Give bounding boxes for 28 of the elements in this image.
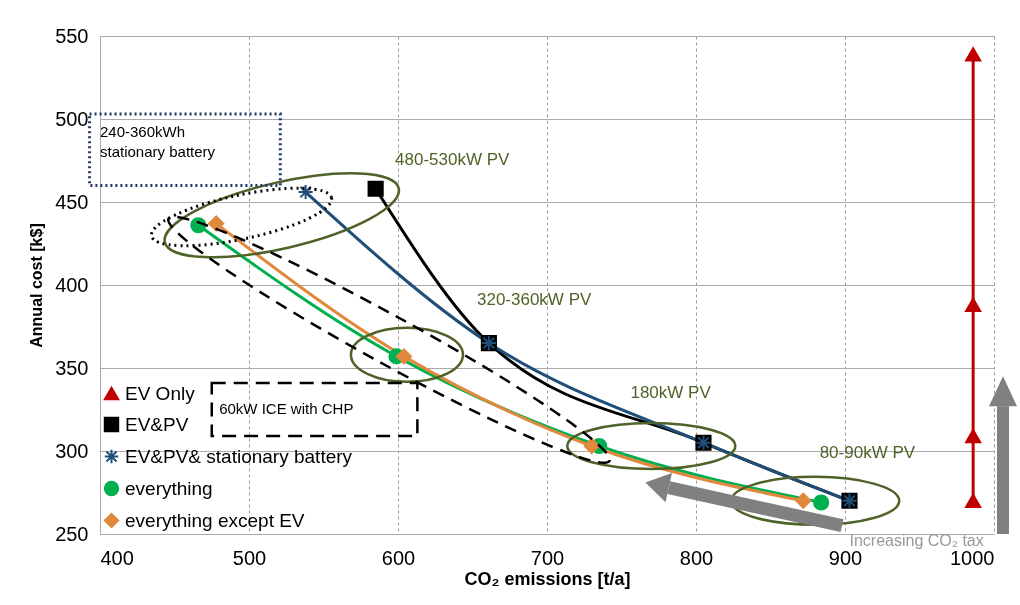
y-tick-label: 450	[55, 190, 89, 213]
annotation: 320-360kW PV	[476, 289, 592, 309]
legend-label: EV&PV& stationary battery	[125, 445, 353, 467]
annotation: 240-360kWh stationary battery	[100, 123, 216, 161]
x-tick-label: 1000	[950, 546, 995, 569]
legend-label: EV&PV	[125, 413, 189, 435]
y-tick-label: 300	[55, 439, 89, 462]
annotation: 60kW ICE with CHP	[219, 400, 354, 418]
x-tick-label: 600	[381, 546, 416, 569]
x-tick-label: 500	[232, 546, 267, 569]
x-tick-label: 800	[679, 546, 714, 569]
legend-label: EV Only	[125, 382, 196, 404]
annotation: 480-530kW PV	[395, 150, 511, 170]
y-tick-label: 350	[55, 356, 89, 379]
annotation: 180kW PV	[630, 382, 712, 402]
y-axis-title: Annual cost [k$]	[28, 223, 46, 348]
x-tick-label: 700	[530, 546, 565, 569]
annotation: Increasing CO₂ tax	[849, 531, 984, 549]
x-axis-title: CO₂ emissions [t/a]	[464, 568, 631, 589]
y-tick-label: 550	[55, 24, 89, 47]
y-tick-label: 500	[55, 107, 89, 130]
y-tick-label: 400	[55, 273, 89, 296]
y-tick-label: 250	[55, 522, 89, 545]
x-tick-label: 900	[828, 546, 863, 569]
legend-label: everything	[125, 477, 213, 499]
annotation: 80-90kW PV	[819, 442, 916, 462]
x-tick-label: 400	[100, 546, 134, 569]
legend-label: everything except EV	[125, 509, 305, 531]
